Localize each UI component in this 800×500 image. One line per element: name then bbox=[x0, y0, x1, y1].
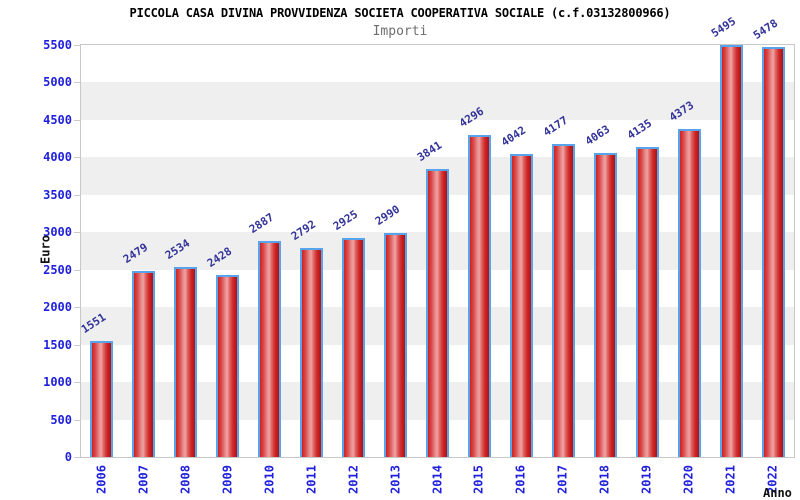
bar bbox=[300, 247, 324, 457]
bar bbox=[132, 271, 156, 457]
x-tick-label: 2012 bbox=[346, 465, 361, 494]
y-tick-mark bbox=[74, 382, 80, 384]
x-tick-label: 2011 bbox=[304, 465, 319, 494]
x-tick-label: 2007 bbox=[136, 465, 151, 494]
x-tick-label: 2013 bbox=[388, 465, 403, 494]
chart-subtitle: Importi bbox=[372, 24, 428, 39]
y-tick-mark bbox=[74, 119, 80, 121]
y-tick-label: 1500 bbox=[43, 337, 72, 352]
y-tick-label: 500 bbox=[50, 412, 72, 427]
y-tick-mark bbox=[74, 419, 80, 421]
bar bbox=[677, 129, 701, 457]
y-tick-mark bbox=[74, 45, 80, 46]
y-tick-label: 5000 bbox=[43, 75, 72, 90]
bar bbox=[719, 45, 743, 457]
y-tick-mark bbox=[74, 232, 80, 234]
x-axis-title: Anno bbox=[763, 486, 792, 500]
grid-band bbox=[81, 82, 794, 120]
y-tick-label: 3000 bbox=[43, 225, 72, 240]
grid-band bbox=[81, 45, 794, 82]
y-tick-label: 2000 bbox=[43, 300, 72, 315]
y-tick-mark bbox=[74, 457, 80, 458]
bar bbox=[216, 275, 240, 457]
bar bbox=[384, 233, 408, 457]
bar bbox=[342, 237, 366, 457]
x-tick-label: 2015 bbox=[471, 465, 486, 494]
x-tick-label: 2018 bbox=[597, 465, 612, 494]
x-tick-label: 2020 bbox=[681, 465, 696, 494]
y-tick-mark bbox=[74, 194, 80, 196]
x-tick-label: 2008 bbox=[178, 465, 193, 494]
y-tick-label: 5500 bbox=[43, 38, 72, 52]
y-tick-label: 4000 bbox=[43, 150, 72, 165]
x-tick-label: 2009 bbox=[220, 465, 235, 494]
bar bbox=[426, 169, 449, 457]
chart-title: PICCOLA CASA DIVINA PROVVIDENZA SOCIETA … bbox=[129, 6, 671, 20]
y-tick-label: 1000 bbox=[43, 375, 72, 390]
x-tick-label: 2006 bbox=[94, 465, 109, 494]
x-tick-label: 2021 bbox=[723, 465, 738, 494]
bar bbox=[635, 147, 659, 457]
y-tick-mark bbox=[74, 344, 80, 346]
y-tick-label: 0 bbox=[64, 450, 72, 464]
y-tick-label: 4500 bbox=[43, 112, 72, 127]
y-tick-mark bbox=[74, 82, 80, 84]
y-tick-mark bbox=[74, 269, 80, 271]
y-tick-mark bbox=[74, 157, 80, 159]
bar bbox=[551, 144, 575, 457]
bar bbox=[258, 240, 282, 457]
x-tick-label: 2014 bbox=[430, 465, 444, 494]
plot-area: 1551 2479 2534 2428 2887 2792 2925 2990 3841 4296… bbox=[79, 15, 795, 458]
bar bbox=[593, 152, 617, 457]
x-tick-label: 2017 bbox=[555, 465, 570, 494]
bar bbox=[509, 154, 533, 457]
x-tick-label: 2010 bbox=[262, 465, 277, 494]
bar bbox=[174, 267, 198, 457]
bar bbox=[467, 135, 491, 457]
y-tick-label: 3500 bbox=[43, 187, 72, 202]
y-tick-mark bbox=[74, 307, 80, 309]
x-tick-label: 2019 bbox=[639, 465, 654, 494]
bar bbox=[761, 46, 785, 457]
y-tick-label: 2500 bbox=[43, 262, 72, 277]
y-axis-title: Euro bbox=[38, 235, 53, 264]
x-tick-label: 2016 bbox=[513, 465, 528, 494]
bar bbox=[90, 340, 114, 457]
